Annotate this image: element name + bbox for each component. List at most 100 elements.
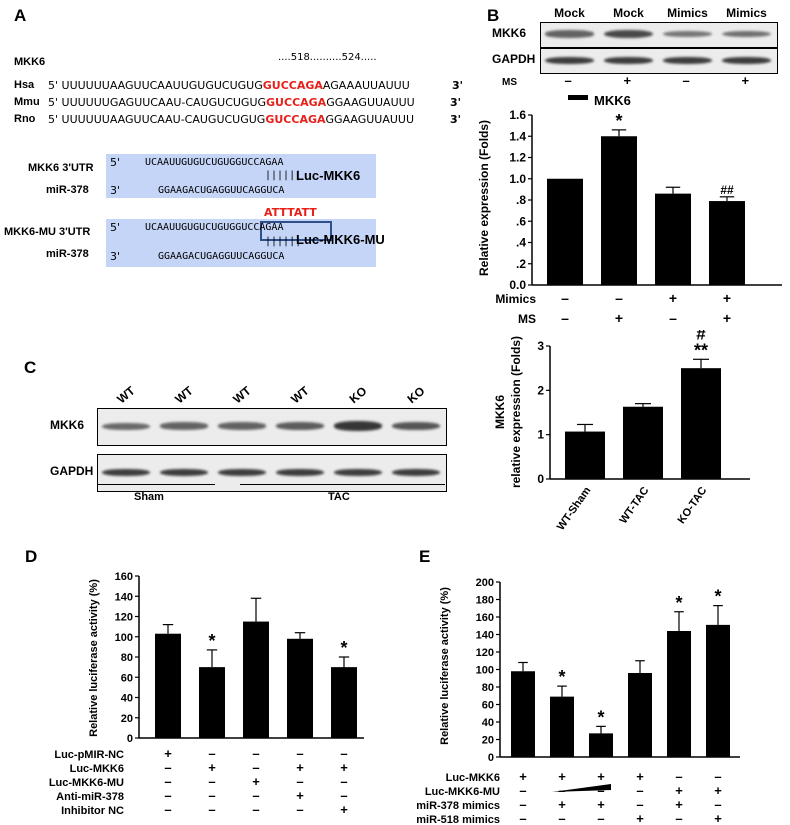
condition-sign: + <box>615 310 623 326</box>
condition-sign: + <box>252 774 260 789</box>
x-tick-label: WT-TAC <box>618 485 652 526</box>
wt-utr-label: MKK6 3'UTR <box>28 162 94 174</box>
bar <box>199 667 225 738</box>
seq-flank: 5' UUUUUUAAGUUCAAUUGUGUCUGUG <box>48 79 263 92</box>
condition-sign: – <box>208 802 215 817</box>
bar <box>628 673 652 757</box>
condition-sign: – <box>558 783 565 798</box>
bar <box>655 193 691 285</box>
panel-e-chart: 0 20 40 60 80 100 120 140 160 180 200 * * * * Relative … <box>416 577 740 825</box>
ms-sign: – <box>564 73 572 88</box>
condition-sign: + <box>558 797 566 812</box>
condition-label: miR-378 mimics <box>416 800 500 812</box>
blot-band <box>392 468 440 476</box>
condition-label: miR-518 mimics <box>416 814 500 825</box>
ms-sign: – <box>682 73 690 88</box>
ms-sign: + <box>623 73 632 88</box>
blot-row-label: MKK6 <box>50 418 85 432</box>
condition-sign: – <box>675 811 682 825</box>
wt-prime3: 3' <box>110 184 121 197</box>
condition-sign: + <box>597 797 605 812</box>
condition-sign: + <box>723 310 731 326</box>
condition-sign: + <box>296 788 304 803</box>
mut-utr-seq: UCAAUUGUGUCUGUGGUCCAGAA <box>145 222 284 233</box>
condition-sign: + <box>296 760 304 775</box>
significance-mark: ## <box>720 183 734 197</box>
y-tick-label: .4 <box>516 236 526 250</box>
mut-construct: Luc-MKK6-MU <box>296 232 385 247</box>
condition-sign: – <box>296 746 303 761</box>
blot-band <box>334 468 382 476</box>
seed-site: GUCCAGA <box>262 79 323 92</box>
condition-label: Luc-MKK6 <box>446 772 500 784</box>
wt-mir-seq: GGAAGACUGAGGUUCAGGUCA <box>158 185 285 196</box>
y-tick-label: .8 <box>516 193 526 207</box>
gene-name: MKK6 <box>14 56 46 68</box>
condition-sign: – <box>714 769 721 784</box>
blot-band <box>218 468 266 476</box>
mut-pair-bars: |||||| <box>265 236 302 247</box>
condition-sign: + <box>164 746 172 761</box>
blot-band <box>392 422 440 430</box>
condition-sign: – <box>208 746 215 761</box>
condition-label: Luc-MKK6-MU <box>49 777 124 789</box>
y-tick-label: 140 <box>476 630 494 642</box>
group-line-tac <box>240 484 445 485</box>
seq-3prime: 3' <box>452 79 464 92</box>
group-line-sham <box>97 484 215 485</box>
legend-swatch <box>568 95 588 100</box>
mut-mir-label: miR-378 <box>46 248 89 260</box>
bar <box>681 368 721 479</box>
significance-mark: * <box>714 587 721 607</box>
blot-row-label: MKK6 <box>492 26 527 40</box>
y-tick-label: 1.0 <box>509 172 526 186</box>
condition-sign: + <box>675 783 683 798</box>
dose-wedge <box>552 784 611 792</box>
bar <box>623 406 663 479</box>
panel-d-chart: 0 20 40 60 80 100 120 140 160 * * Relative lucifera… <box>49 571 364 817</box>
blot-row-label: GAPDH <box>492 52 536 66</box>
panel-a-label: A <box>14 6 27 25</box>
y-tick-label: 1.2 <box>509 151 526 165</box>
bar <box>287 638 313 738</box>
condition-sign: – <box>296 774 303 789</box>
mut-mir-seq: GGAAGACUGAGGUUCAGGUCA <box>158 251 285 262</box>
condition-label: MS <box>518 312 536 326</box>
panel-c-chart: 0 1 2 3 **# MKK6 relative expression (Folds) WT… <box>493 330 750 533</box>
y-tick-label: 40 <box>482 717 494 729</box>
ms-sign: + <box>741 73 750 88</box>
blot-band <box>276 422 324 430</box>
significance-mark: ** <box>694 340 708 360</box>
y-axis-label: Relative luciferase activity (%) <box>439 587 451 745</box>
bar <box>155 633 181 738</box>
significance-mark-2: # <box>696 330 706 343</box>
blot-band <box>160 468 208 476</box>
condition-sign: – <box>252 760 259 775</box>
seq-flank: GGAAGUUAUUU <box>325 113 415 126</box>
condition-sign: + <box>208 760 216 775</box>
y-axis-label-line1: MKK6 <box>493 395 507 429</box>
seq-flank: AGAAAUUAUUU <box>322 79 410 92</box>
blot-band <box>722 56 771 64</box>
bar <box>667 631 691 757</box>
mutation-site-box <box>260 221 332 241</box>
y-tick-label: 80 <box>121 652 133 664</box>
y-tick-label: 2 <box>537 383 544 397</box>
bar <box>243 621 269 738</box>
condition-label: Inhibitor NC <box>61 805 124 817</box>
seq-3prime: 3' <box>450 113 462 126</box>
y-tick-label: 100 <box>115 632 133 644</box>
significance-mark: * <box>615 111 622 131</box>
condition-sign: + <box>714 783 722 798</box>
y-axis-label: Relative expression (Folds) <box>477 120 491 276</box>
condition-sign: – <box>164 774 171 789</box>
blot-band <box>722 30 771 38</box>
condition-sign: – <box>252 788 259 803</box>
blot-band <box>663 56 712 64</box>
y-tick-label: 120 <box>115 612 133 624</box>
condition-sign: – <box>675 769 682 784</box>
condition-sign: – <box>558 811 565 825</box>
significance-mark: * <box>340 638 347 658</box>
seq-flank: 5' UUUUUUGAGUUCAAU-CAUGUCUGUG <box>48 96 267 109</box>
y-tick-label: .6 <box>516 214 526 228</box>
